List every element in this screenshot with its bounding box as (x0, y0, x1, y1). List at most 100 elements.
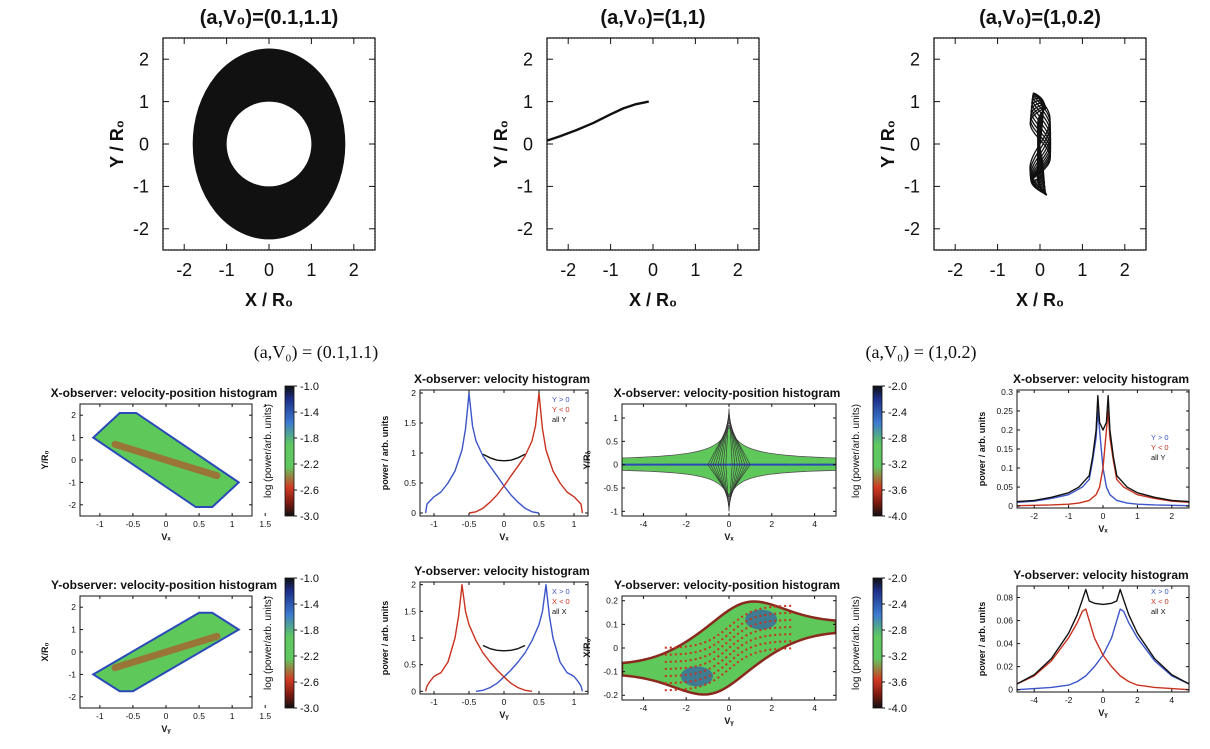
x-tick-label: 2 (349, 260, 359, 280)
y-tick-label: -0.1 (603, 667, 618, 677)
plot-area-2 (1029, 92, 1052, 196)
x-tick-label: 0 (727, 519, 732, 529)
y-tick-label: 1 (139, 92, 149, 112)
x-tick-label: 4 (812, 703, 817, 713)
x-tick-label: 2 (1169, 511, 1174, 521)
y-axis-label: power / arb. units (977, 602, 987, 677)
chart-title: X-observer: velocity-position histogram (51, 386, 278, 400)
legend-entry: X > 0 (552, 587, 570, 596)
y-axis-label: power / arb. units (380, 416, 390, 491)
colorbar (284, 385, 295, 517)
x-tick-label: 0.5 (533, 697, 545, 707)
x-tick-label: 1 (690, 260, 700, 280)
histogram-contour (712, 420, 730, 465)
histogram-contour (728, 464, 748, 498)
y-tick-label: 0 (613, 643, 618, 653)
plot-area-1 (547, 100, 649, 142)
colorbar-tick-label: -1.8 (300, 433, 319, 445)
colorbar-tick-label: -3.0 (300, 511, 319, 523)
histogram-contour (710, 422, 730, 465)
x-tick-label: -1 (430, 519, 438, 529)
x-tick-label: -0.5 (462, 519, 477, 529)
y-tick-label: 0.06 (996, 616, 1013, 626)
series-line-y-0 (1017, 410, 1189, 507)
colorbar-tick-label: -1.0 (300, 573, 319, 585)
x-tick-label: 2 (769, 519, 774, 529)
plot-area-8 (424, 583, 584, 693)
y-tick-label: 0 (1008, 501, 1013, 511)
x-tick-label: 0 (1035, 260, 1045, 280)
x-tick-label: -2 (947, 260, 963, 280)
x-tick-label: 0 (648, 260, 658, 280)
y-tick-label: 0.5 (404, 478, 416, 488)
chart-title: (a,V₀)=(1,0.2) (979, 7, 1101, 29)
colorbar-label: log (power/arb. units) (263, 404, 274, 498)
orbit-band (192, 48, 346, 240)
y-tick-label: 1 (71, 625, 76, 635)
histogram-contour (728, 464, 751, 496)
legend-entry: Y > 0 (552, 395, 570, 404)
y-tick-label: 2 (71, 602, 76, 612)
x-tick-label: -1 (603, 260, 619, 280)
plot-area-3 (91, 411, 241, 509)
plot-area-9 (622, 600, 836, 696)
histogram-contour (707, 464, 730, 496)
x-tick-label: 1 (230, 711, 235, 721)
legend-entry: all Y (552, 415, 566, 424)
y-tick-label: 1.5 (404, 606, 416, 616)
x-tick-label: 0 (264, 260, 274, 280)
colorbar-tick-label: -3.6 (888, 485, 907, 497)
chart-title: (a,V₀)=(0.1,1.1) (200, 7, 339, 29)
y-axis-label: Y/R₀ (582, 450, 592, 469)
series-line-all-x (1017, 588, 1189, 685)
y-tick-label: -1 (133, 177, 149, 197)
x-tick-label: -2 (682, 519, 690, 529)
chart-title: X-observer: velocity histogram (1013, 372, 1189, 386)
chart-title: (a,V₀)=(1,1) (600, 7, 705, 29)
y-tick-label: 0.08 (996, 592, 1013, 602)
y-tick-label: 0.25 (996, 406, 1013, 416)
series-line-x-0 (1017, 608, 1189, 691)
y-axis-label: Y / R₀ (107, 120, 127, 168)
legend-entry: all X (552, 607, 567, 616)
x-tick-label: 0.5 (533, 519, 545, 529)
chart-title: Y-observer: velocity-position histogram (51, 578, 277, 592)
x-tick-label: -2 (682, 703, 690, 713)
histogram-contour (728, 424, 751, 465)
x-tick-label: 0 (1101, 695, 1106, 705)
histogram-ridge (664, 647, 794, 692)
y-tick-label: -1 (904, 177, 920, 197)
y-tick-label: 1 (411, 633, 416, 643)
x-axis-label: Vᵧ (499, 710, 509, 720)
y-tick-label: 2 (71, 410, 76, 420)
x-tick-label: -1 (990, 260, 1006, 280)
plot-area-0 (192, 48, 346, 240)
y-tick-label: -2 (133, 219, 149, 239)
section-label-left: (a,V₀) = (0.1,1.1) (254, 342, 378, 363)
legend-entry: all Y (1151, 453, 1165, 462)
legend-entry: Y > 0 (1151, 433, 1169, 442)
colorbar-tick-label: -2.8 (888, 433, 907, 445)
orbit-loop (1029, 107, 1051, 181)
colorbar-tick-label: -2.2 (300, 651, 319, 663)
legend-entry: X < 0 (552, 597, 570, 606)
y-tick-label: 2 (523, 50, 533, 70)
x-axis-label: X / R₀ (1016, 290, 1064, 310)
legend-entry: all X (1151, 607, 1166, 616)
histogram-contour (728, 464, 743, 503)
x-axis-label: Vᵧ (724, 716, 734, 726)
y-tick-label: -1 (517, 177, 533, 197)
histogram-contour (728, 422, 748, 465)
histogram-ridge (664, 640, 794, 685)
chart-title: Y-observer: velocity-position histogram (614, 578, 840, 592)
colorbar-tick-label: -2.4 (888, 599, 907, 611)
histogram-blob (745, 609, 778, 630)
y-tick-label: 0 (411, 686, 416, 696)
x-tick-label: 1 (572, 519, 577, 529)
y-axis-label: power / arb. units (977, 412, 987, 487)
histogram-ridge (664, 626, 794, 670)
x-tick-label: -1 (96, 519, 104, 529)
y-tick-label: -0.2 (603, 690, 618, 700)
y-tick-label: 2 (910, 50, 920, 70)
x-tick-label: 0.5 (193, 711, 205, 721)
